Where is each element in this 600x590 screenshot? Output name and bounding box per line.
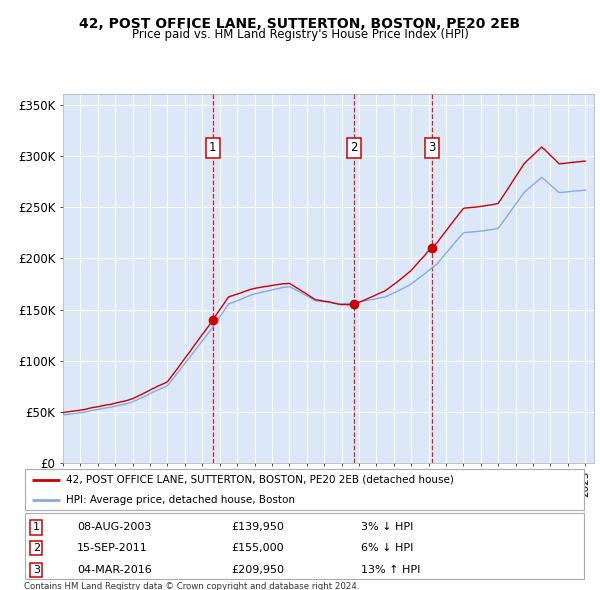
Text: 2: 2 <box>33 543 40 553</box>
Text: 08-AUG-2003: 08-AUG-2003 <box>77 522 152 532</box>
Text: 42, POST OFFICE LANE, SUTTERTON, BOSTON, PE20 2EB (detached house): 42, POST OFFICE LANE, SUTTERTON, BOSTON,… <box>66 475 454 485</box>
Text: 6% ↓ HPI: 6% ↓ HPI <box>361 543 413 553</box>
Text: £155,000: £155,000 <box>232 543 284 553</box>
FancyBboxPatch shape <box>25 468 584 510</box>
Text: 3: 3 <box>33 565 40 575</box>
Text: 1: 1 <box>209 142 217 155</box>
Text: £209,950: £209,950 <box>232 565 284 575</box>
Text: 2: 2 <box>350 142 358 155</box>
Text: 3% ↓ HPI: 3% ↓ HPI <box>361 522 413 532</box>
Text: 15-SEP-2011: 15-SEP-2011 <box>77 543 148 553</box>
Text: £139,950: £139,950 <box>232 522 284 532</box>
Text: 04-MAR-2016: 04-MAR-2016 <box>77 565 152 575</box>
Text: Contains HM Land Registry data © Crown copyright and database right 2024.
This d: Contains HM Land Registry data © Crown c… <box>24 582 359 590</box>
Text: 1: 1 <box>33 522 40 532</box>
Text: 3: 3 <box>428 142 435 155</box>
Text: 13% ↑ HPI: 13% ↑ HPI <box>361 565 420 575</box>
FancyBboxPatch shape <box>25 513 584 579</box>
Text: 42, POST OFFICE LANE, SUTTERTON, BOSTON, PE20 2EB: 42, POST OFFICE LANE, SUTTERTON, BOSTON,… <box>79 17 521 31</box>
Text: HPI: Average price, detached house, Boston: HPI: Average price, detached house, Bost… <box>66 495 295 504</box>
Text: Price paid vs. HM Land Registry's House Price Index (HPI): Price paid vs. HM Land Registry's House … <box>131 28 469 41</box>
